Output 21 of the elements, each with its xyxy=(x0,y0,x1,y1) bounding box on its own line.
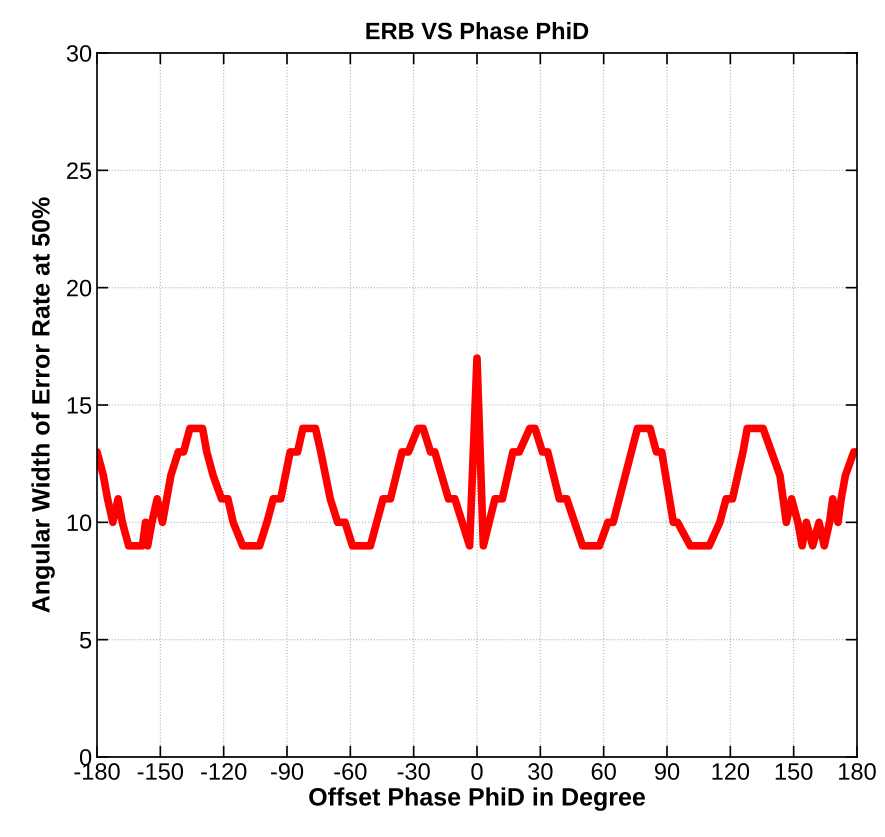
y-tick-label: 20 xyxy=(67,280,92,296)
y-axis-title: Angular Width of Error Rate at 50% xyxy=(31,197,55,613)
x-tick-label: 120 xyxy=(712,763,750,780)
x-tick-label: 0 xyxy=(471,763,483,780)
x-tick-label: 150 xyxy=(776,763,812,780)
x-axis-title: Offset Phase PhiD in Degree xyxy=(309,787,645,811)
x-tick-label: 90 xyxy=(654,763,680,780)
y-tick-label: 15 xyxy=(68,397,92,414)
x-tick-label: -150 xyxy=(138,763,184,780)
y-tick-label: 10 xyxy=(68,514,92,532)
x-tick-label: 60 xyxy=(592,763,616,780)
y-tick-label: 5 xyxy=(80,632,92,648)
x-tick-label: -60 xyxy=(334,763,366,780)
x-tick-label: -30 xyxy=(398,763,430,780)
x-tick-label: -90 xyxy=(270,763,304,780)
x-tick-label: 180 xyxy=(839,763,876,780)
y-tick-label: 25 xyxy=(67,162,92,180)
y-tick-label: 30 xyxy=(66,45,92,62)
x-tick-label: 30 xyxy=(528,763,553,780)
chart-title: ERB VS Phase PhiD xyxy=(366,22,588,40)
x-tick-label: -120 xyxy=(201,763,246,780)
